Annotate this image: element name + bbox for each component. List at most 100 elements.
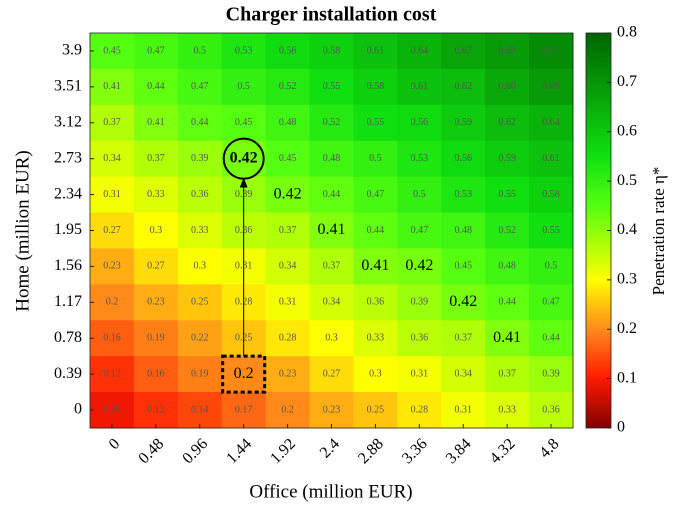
cell-label: 0.44 [191,117,209,128]
heatmap-cell [265,33,311,70]
heatmap-cell [221,392,267,429]
heatmap-cell [441,140,486,178]
heatmap-cell [353,140,398,178]
cell-label: 0.12 [147,404,165,415]
cell-label: 0.42 [405,257,433,274]
cell-label: 0.39 [191,153,209,164]
heatmap-cell [309,392,354,429]
heatmap-cell [309,176,354,214]
heatmap-cell [441,68,486,106]
colorbar-tick-label: 0.1 [617,369,637,386]
heatmap-cell [353,104,398,142]
heatmap-cell [485,33,530,70]
heatmap-cell [441,392,486,429]
heatmap-cell [529,176,574,214]
cell-label: 0.27 [323,368,341,379]
heatmap-cell [221,68,267,106]
colorbar-tick-label: 0 [617,419,625,436]
cell-label: 0.23 [323,404,341,415]
cell-label: 0.56 [279,45,297,56]
heatmap-cell [397,356,442,393]
heatmap-cell [177,176,223,214]
cell-label: 0.37 [279,225,297,236]
heatmap-cell [397,248,442,285]
heatmap-cell [133,176,179,214]
colorbar-tick-label: 0.4 [617,221,637,238]
cell-label: 0.37 [323,261,341,272]
heatmap-cell [265,356,311,393]
cell-label: 0.5 [369,153,382,164]
heatmap-cell [133,104,179,142]
heatmap-cell [90,320,135,357]
heatmap-cell [529,104,574,142]
heatmap-cell [529,320,574,357]
cell-label: 0.47 [191,81,209,92]
heatmap-cell [309,104,354,142]
cell-label: 0.55 [542,225,560,236]
cell-label: 0.44 [323,189,341,200]
cell-label: 0.39 [411,297,429,308]
heatmap-cell [353,176,398,214]
cell-label: 0.59 [454,117,472,128]
cell-label: 0.44 [367,225,385,236]
cell-label: 0.48 [454,225,472,236]
cell-label: 0.31 [411,368,429,379]
heatmap-cell [90,212,135,249]
heatmap-cell [353,284,398,321]
cell-label: 0.59 [498,153,516,164]
heatmap-cell [529,392,574,429]
colorbar-tick-label: 0.5 [617,172,637,189]
heatmap-cell [353,392,398,429]
cell-label: 0.45 [279,153,297,164]
heatmap-cell [177,320,223,357]
heatmap-cell [485,284,530,321]
heatmap-cell [353,33,398,70]
heatmap-cell [529,68,574,106]
heatmap-cell [441,356,486,393]
cell-label: 0.41 [493,329,521,346]
heatmap-cell [485,68,530,106]
heatmap-cell [397,320,442,357]
colorbar-tick-label: 0.6 [617,122,637,139]
heatmap-cell [133,68,179,106]
heatmap-cell [90,33,135,70]
colorbar-tick-label: 0.3 [617,271,637,288]
heatmap-cell [90,356,135,393]
cell-label: 0.41 [103,81,121,92]
cell-label: 0.58 [542,189,560,200]
y-tick-label: 3.12 [54,113,82,130]
cell-label: 0.44 [147,81,165,92]
x-tick-label: 3.36 [399,435,431,467]
heatmap-cell [529,212,574,249]
heatmap-cell [133,212,179,249]
cell-label: 0.23 [103,261,121,272]
heatmap-cell [529,284,574,321]
heatmap-cell [397,33,442,70]
cell-label: 0.69 [542,81,560,92]
cell-label: 0.09 [103,404,121,415]
heatmap-cell [133,356,179,393]
y-tick-label: 0.39 [54,365,82,382]
heatmap-cell [309,248,354,285]
cell-label: 0.48 [498,261,516,272]
cell-label: 0.36 [542,404,560,415]
cell-label: 0.41 [318,221,346,238]
heatmap-cell [441,284,486,321]
cell-label: 0.69 [498,45,516,56]
cell-label: 0.47 [147,45,165,56]
cell-label: 0.25 [191,297,209,308]
x-tick-label: 1.92 [267,435,299,467]
cell-label: 0.53 [411,153,429,164]
cell-label: 0.34 [103,153,121,164]
cell-label: 0.42 [449,293,477,310]
heatmap-cell [441,320,486,357]
cell-label: 0.37 [147,153,165,164]
cell-label: 0.3 [325,333,338,344]
cell-label: 0.62 [454,81,472,92]
y-axis-label: Home (million EUR) [12,150,33,311]
cell-label: 0.37 [103,117,121,128]
cell-label: 0.53 [235,45,253,56]
cell-label: 0.37 [454,333,472,344]
cell-label: 0.16 [103,333,121,344]
